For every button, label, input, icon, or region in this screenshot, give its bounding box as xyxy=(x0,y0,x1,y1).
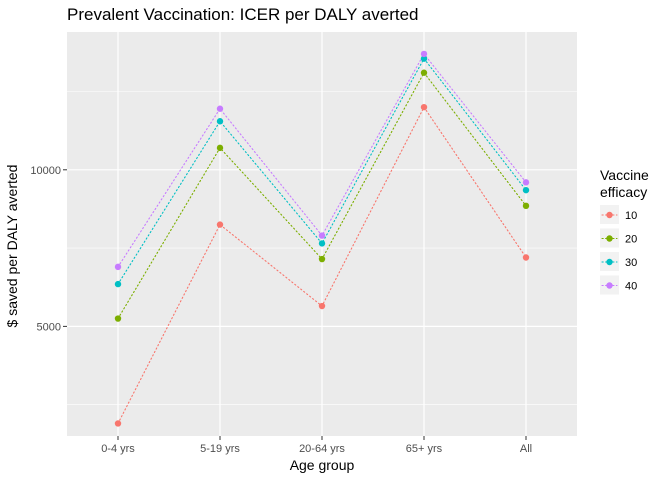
data-point-40 xyxy=(114,263,122,271)
data-point-10 xyxy=(318,302,326,310)
data-point-40 xyxy=(420,50,428,58)
x-tick-label: 5-19 yrs xyxy=(200,443,240,455)
x-tick-label: 0-4 yrs xyxy=(101,443,135,455)
gridlines xyxy=(67,32,577,436)
legend-label: 10 xyxy=(625,210,637,222)
data-point-40 xyxy=(318,232,326,239)
legend-item-20: 20 xyxy=(600,228,637,248)
data-point-20 xyxy=(114,315,122,322)
legend-item-10: 10 xyxy=(600,205,637,224)
legend-key-point xyxy=(606,258,613,266)
x-axis-title: Age group xyxy=(290,457,355,473)
data-point-30 xyxy=(318,240,326,247)
data-point-30 xyxy=(216,118,224,125)
legend-title-line-1: Vaccine xyxy=(600,167,649,183)
data-point-40 xyxy=(216,105,224,112)
legend-key-point xyxy=(606,282,613,289)
legend-keys: 10 20 30 40 xyxy=(600,205,637,295)
legend-label: 40 xyxy=(625,281,637,293)
y-axis-title: $ saved per DALY averted xyxy=(4,165,20,328)
data-point-10 xyxy=(114,420,122,427)
data-point-10 xyxy=(216,221,224,228)
x-tick-label: 65+ yrs xyxy=(406,443,443,455)
x-tick-label: 20-64 yrs xyxy=(299,443,345,455)
series-points xyxy=(114,50,530,427)
data-point-30 xyxy=(420,55,428,62)
legend-item-40: 40 xyxy=(600,275,637,295)
data-point-10 xyxy=(522,254,530,261)
legend: Vaccine efficacy 10 20 30 40 xyxy=(600,167,649,295)
data-point-30 xyxy=(522,186,530,194)
x-tick-label: All xyxy=(520,443,532,455)
legend-item-30: 30 xyxy=(600,252,637,271)
legend-label: 20 xyxy=(625,234,637,246)
legend-key-point xyxy=(606,235,613,242)
legend-title-line-2: efficacy xyxy=(600,184,647,200)
y-tick-label: 10000 xyxy=(30,165,61,177)
data-point-20 xyxy=(216,144,224,152)
chart-title: Prevalent Vaccination: ICER per DALY ave… xyxy=(67,5,419,24)
axis-ticks: 0-4 yrs 5-19 yrs 20-64 yrs 65+ yrs All 5000 10… xyxy=(30,165,532,455)
data-point-30 xyxy=(114,280,122,288)
legend-key-point xyxy=(606,211,613,219)
data-point-20 xyxy=(318,255,326,263)
legend-label: 30 xyxy=(625,257,637,269)
data-point-10 xyxy=(420,103,428,111)
data-point-40 xyxy=(522,179,530,186)
y-tick-label: 5000 xyxy=(37,321,61,333)
data-point-20 xyxy=(420,69,428,76)
data-point-20 xyxy=(522,202,530,210)
